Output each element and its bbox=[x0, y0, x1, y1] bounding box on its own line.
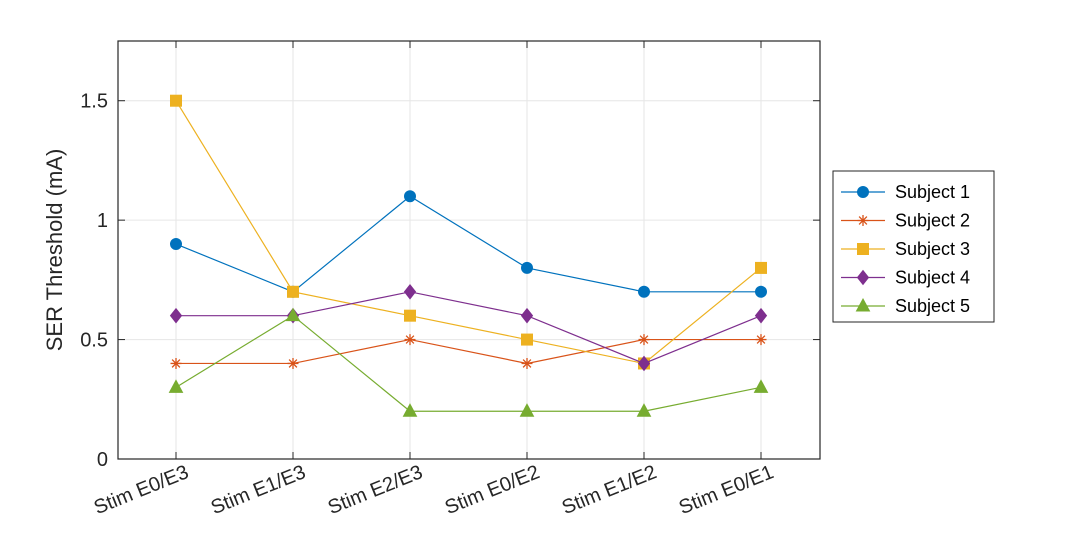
y-tick-label: 0.5 bbox=[80, 330, 108, 352]
data-point bbox=[402, 403, 418, 417]
data-point bbox=[170, 94, 182, 107]
series-line bbox=[175, 100, 762, 365]
data-point bbox=[521, 357, 533, 369]
series-line bbox=[176, 291, 762, 365]
legend-label: Subject 4 bbox=[895, 268, 970, 288]
data-point bbox=[168, 379, 184, 393]
data-point bbox=[755, 285, 767, 298]
y-axis-title: SER Threshold (mA) bbox=[42, 149, 67, 352]
data-point bbox=[285, 307, 301, 322]
data-point bbox=[753, 379, 769, 393]
series-group bbox=[168, 94, 769, 417]
legend-label: Subject 2 bbox=[895, 211, 970, 231]
x-tick-label: Stim E2/E3 bbox=[325, 461, 426, 519]
legend-label: Subject 5 bbox=[895, 296, 970, 316]
legend-marker bbox=[857, 186, 869, 198]
axes bbox=[117, 40, 821, 460]
data-point bbox=[170, 238, 182, 251]
data-point bbox=[521, 333, 533, 346]
data-point bbox=[521, 261, 533, 274]
x-tick-label: Stim E1/E2 bbox=[559, 461, 660, 519]
legend-label: Subject 3 bbox=[895, 239, 970, 259]
series-line bbox=[176, 338, 761, 365]
legend: Subject 1 Subject 2 Subject 3 Subject 4 Subj… bbox=[832, 170, 995, 323]
data-point bbox=[404, 309, 416, 322]
x-tick-label: Stim E0/E2 bbox=[442, 461, 543, 519]
data-point bbox=[403, 283, 417, 300]
legend-marker bbox=[855, 297, 871, 312]
legend-item-subject-2: Subject 2 bbox=[841, 211, 970, 231]
legend-item-subject-1: Subject 1 bbox=[841, 182, 970, 202]
legend-item-subject-4: Subject 4 bbox=[841, 268, 970, 288]
data-point bbox=[754, 307, 768, 324]
data-point bbox=[636, 403, 652, 417]
legend-item-subject-5: Subject 5 bbox=[841, 296, 970, 316]
y-tick-label: 0 bbox=[97, 449, 108, 471]
series-subject-4 bbox=[169, 283, 768, 372]
x-tick-label: Stim E0/E1 bbox=[676, 461, 777, 519]
series-line bbox=[175, 195, 761, 293]
data-point bbox=[169, 307, 183, 324]
data-point bbox=[404, 190, 416, 203]
y-tick-label: 1 bbox=[97, 210, 108, 232]
data-point bbox=[755, 334, 767, 346]
y-tick-label: 1.5 bbox=[80, 91, 108, 113]
plot-area bbox=[118, 41, 820, 459]
series-subject-5 bbox=[168, 307, 769, 417]
data-point bbox=[637, 355, 651, 372]
data-point bbox=[755, 261, 767, 274]
data-point bbox=[519, 403, 535, 417]
legend-label: Subject 1 bbox=[895, 182, 970, 202]
data-point bbox=[520, 307, 534, 324]
data-point bbox=[638, 334, 650, 346]
legend-item-subject-3: Subject 3 bbox=[841, 239, 970, 259]
data-point bbox=[287, 357, 299, 369]
series-subject-2 bbox=[170, 334, 767, 369]
legend-marker bbox=[857, 215, 869, 226]
data-point bbox=[287, 285, 299, 298]
x-tick-label: Stim E1/E3 bbox=[208, 461, 309, 519]
legend-marker bbox=[857, 243, 869, 255]
legend-marker bbox=[856, 269, 870, 286]
series-line bbox=[175, 314, 762, 412]
data-point bbox=[404, 334, 416, 346]
data-point bbox=[638, 285, 650, 298]
plot-frame bbox=[117, 40, 821, 460]
data-point bbox=[170, 357, 182, 369]
